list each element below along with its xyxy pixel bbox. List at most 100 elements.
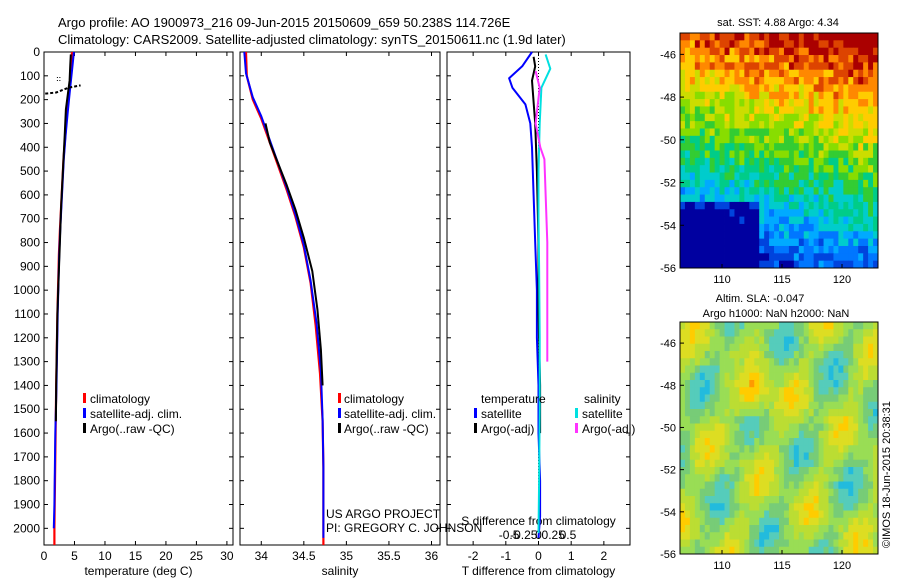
sst-cell: [818, 157, 824, 166]
sla-cell: [739, 394, 745, 403]
sla-cell: [724, 365, 730, 374]
sla-cell: [684, 430, 691, 439]
sst-cell: [684, 194, 691, 203]
sla-cell: [813, 423, 819, 432]
sst-cell: [754, 260, 760, 269]
sla-cell: [803, 351, 810, 359]
sst-cell: [823, 179, 829, 188]
sst-cell: [680, 69, 686, 78]
sst-cell: [714, 135, 720, 144]
sst-cell: [734, 172, 740, 181]
sst-cell: [808, 143, 815, 151]
sla-cell: [788, 459, 795, 468]
sla-cell: [853, 423, 859, 432]
sla-cell: [749, 445, 755, 453]
sst-cell: [798, 47, 805, 56]
sla-cell: [788, 510, 795, 519]
sla-cell: [779, 467, 785, 475]
sla-cell: [828, 343, 834, 352]
sla-cell: [699, 488, 706, 497]
sst-cell: [719, 128, 725, 137]
sst-cell: [694, 150, 701, 159]
sla-cell: [754, 474, 760, 482]
sst-cell: [783, 135, 790, 144]
sst-cell: [764, 106, 770, 115]
sst-cell: [853, 113, 859, 122]
sla-cell: [719, 409, 725, 417]
sst-cell: [764, 99, 770, 107]
sla-cell: [684, 380, 691, 388]
sst-cell: [838, 40, 844, 49]
sst-cell: [793, 84, 800, 93]
sst-cell: [749, 40, 755, 49]
sla-cell: [729, 343, 735, 352]
sla-cell: [774, 416, 780, 424]
sla-cell: [729, 474, 735, 482]
sla-cell: [798, 525, 805, 533]
sla-cell: [739, 416, 745, 424]
sst-cell: [813, 253, 819, 262]
sla-cell: [873, 430, 879, 439]
sst-cell: [774, 113, 780, 122]
sla-cell: [734, 351, 740, 359]
sla-cell: [793, 430, 800, 439]
sst-cell: [744, 69, 750, 78]
sla-cell: [744, 401, 750, 410]
sst-cell: [788, 231, 795, 240]
sst-cell: [818, 260, 824, 269]
sla-cell: [823, 525, 829, 533]
sst-cell: [724, 135, 730, 144]
sla-cell: [783, 459, 790, 468]
sst-cell: [858, 33, 864, 41]
sst-cell: [793, 216, 800, 225]
sst-cell: [689, 187, 696, 195]
sla-cell: [868, 358, 874, 366]
sst-cell: [868, 231, 874, 240]
sla-cell: [798, 329, 805, 337]
sla-cell: [754, 452, 760, 461]
sla-cell: [749, 329, 755, 337]
sst-cell: [759, 121, 765, 129]
sst-cell: [714, 91, 720, 100]
sst-cell: [749, 150, 755, 159]
sst-cell: [749, 121, 755, 129]
sst-cell: [749, 187, 755, 195]
sst-cell: [734, 121, 740, 129]
sst-cell: [793, 128, 800, 137]
sla-cell: [828, 459, 834, 468]
sla-cell: [694, 481, 701, 490]
sla-cell: [774, 372, 780, 381]
sst-cell: [774, 77, 780, 85]
sla-cell: [863, 452, 869, 461]
sla-cell: [714, 336, 720, 345]
sst-cell: [818, 135, 824, 144]
sst-cell: [684, 150, 691, 159]
sst-cell: [684, 40, 691, 49]
sst-cell: [680, 77, 686, 85]
sla-cell: [858, 372, 864, 381]
sst-cell: [729, 77, 735, 85]
sst-cell: [689, 77, 696, 85]
sst-cell: [734, 55, 740, 63]
sst-cell: [699, 172, 706, 181]
sla-cell: [689, 380, 696, 388]
sst-cell: [853, 47, 859, 56]
sst-cell: [680, 121, 686, 129]
sst-cell: [868, 194, 874, 203]
sla-cell: [823, 394, 829, 403]
sla-cell: [680, 394, 686, 403]
sst-cell: [798, 253, 805, 262]
sst-cell: [793, 121, 800, 129]
sst-cell: [873, 91, 879, 100]
sla-cell: [853, 488, 859, 497]
sla-cell: [808, 409, 815, 417]
series-line-4: [534, 70, 549, 362]
sla-cell: [689, 467, 696, 475]
sla-cell: [689, 387, 696, 395]
sla-cell: [813, 358, 819, 366]
sla-cell: [828, 358, 834, 366]
sst-cell: [803, 172, 810, 181]
sst-cell: [843, 245, 849, 254]
sst-cell: [788, 179, 795, 188]
sst-cell: [838, 245, 844, 254]
